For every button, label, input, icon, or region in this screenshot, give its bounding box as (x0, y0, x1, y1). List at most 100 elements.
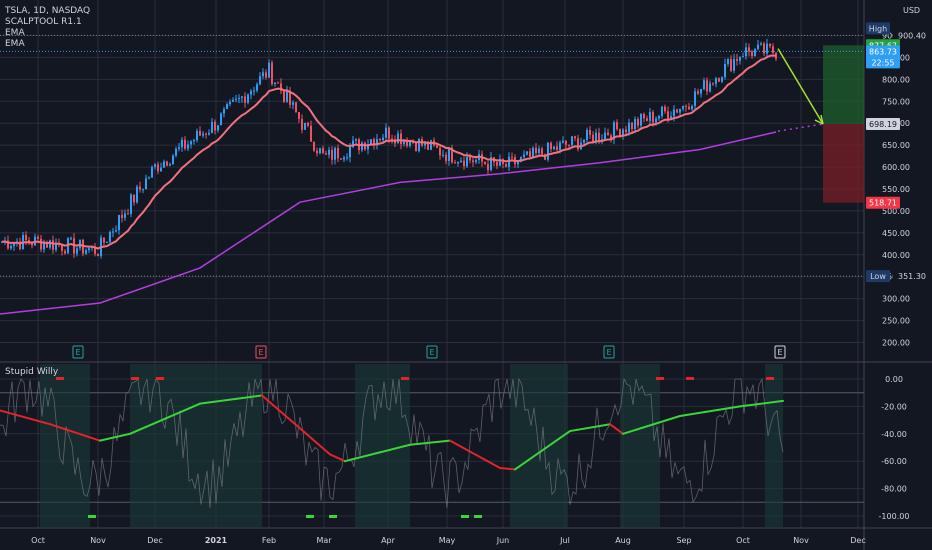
last-price-tag (866, 45, 900, 58)
osc-signal-segment (449, 439, 501, 470)
symbol-title[interactable]: TSLA, 1D, NASDAQ (5, 6, 91, 16)
candle-body (697, 91, 699, 94)
time-axis-label: Nov (793, 536, 809, 545)
candle-body (454, 162, 456, 164)
candle-body (703, 80, 705, 90)
candle-body (292, 102, 294, 105)
candle-body (304, 122, 306, 130)
candle-body (736, 59, 738, 61)
candle-body (373, 139, 375, 146)
candle-body (679, 108, 681, 113)
candle-body (370, 139, 372, 145)
candle-body (307, 122, 309, 126)
candle-body (484, 161, 486, 165)
candle-body (535, 147, 537, 154)
osc-signal-segment (409, 439, 451, 446)
candle-body (442, 154, 444, 156)
candle-body (64, 250, 66, 254)
price-axis[interactable]: 900.00850.00800.00750.00700.00650.00600.… (882, 32, 910, 348)
candle-body (289, 90, 291, 105)
candle-body (316, 150, 318, 154)
ema-lines (0, 54, 824, 315)
candle-body (499, 159, 501, 166)
profit-zone (823, 45, 864, 125)
candle-body (772, 46, 774, 53)
candle-body (574, 136, 576, 139)
candle-body (646, 118, 648, 121)
candle-body (190, 141, 192, 145)
osc-signal-segment (129, 402, 201, 435)
price-axis-label: 800.00 (882, 75, 910, 84)
candle-body (151, 166, 153, 178)
osc-signal-segment (679, 405, 741, 417)
chart-legend[interactable]: TSLA, 1D, NASDAQ SCALPTOOL R1.1 EMA EMA (5, 6, 90, 50)
osc-oversold-dot (461, 515, 469, 518)
candle-body (511, 156, 513, 158)
candlestick-series (1, 38, 777, 259)
osc-zone (510, 364, 568, 527)
candle-body (109, 232, 111, 242)
time-axis-label: 2021 (205, 536, 228, 545)
time-axis-label: Nov (90, 536, 106, 545)
indicator-ema-label[interactable]: EMA (5, 39, 25, 49)
oscillator-panel (0, 364, 784, 527)
candle-body (280, 83, 282, 91)
candle-body (691, 106, 693, 110)
candle-body (460, 160, 462, 163)
candle-body (1, 241, 3, 243)
candle-body (220, 113, 222, 126)
earnings-marker (255, 345, 267, 359)
price-axis-label: 550.00 (882, 185, 910, 194)
candle-body (70, 238, 72, 240)
time-axis-label: Jul (559, 536, 570, 545)
candle-body (31, 243, 33, 246)
candle-body (142, 189, 144, 191)
candle-body (97, 253, 99, 257)
candle-body (406, 139, 408, 146)
oscillator-title[interactable]: Stupid Willy (5, 367, 59, 377)
candle-body (631, 122, 633, 130)
osc-zone (620, 364, 660, 527)
candle-body (247, 94, 249, 103)
candle-body (700, 89, 702, 94)
candle-body (319, 148, 321, 154)
candle-body (418, 139, 420, 152)
candle-body (439, 147, 441, 156)
osc-signal-segment (261, 394, 331, 456)
entry-price-tag (866, 118, 900, 131)
candle-body (586, 129, 588, 140)
candle-body (676, 109, 678, 113)
candle-body (430, 140, 432, 150)
candle-body (604, 132, 606, 140)
candle-body (721, 77, 723, 82)
candle-body (622, 129, 624, 137)
price-axis-label: 200.00 (882, 339, 910, 348)
candle-body (313, 141, 315, 151)
candle-body (595, 132, 597, 143)
indicator-ema-label[interactable]: EMA (5, 28, 25, 38)
candle-body (13, 242, 15, 247)
candle-body (376, 139, 378, 146)
earnings-marker (603, 345, 615, 359)
currency-label[interactable]: USD (903, 6, 921, 15)
candle-body (121, 214, 123, 218)
candle-body (130, 194, 132, 214)
earnings-marker-label: E (75, 348, 80, 357)
candle-body (448, 147, 450, 161)
candle-body (256, 84, 258, 91)
candle-body (577, 138, 579, 150)
candle-body (331, 149, 333, 160)
indicator-scalptool-label[interactable]: SCALPTOOL R1.1 (5, 17, 82, 27)
oscillator-axis[interactable]: 0.00 -20.00 -40.00 -60.00 -80.00 -100.00 (879, 375, 910, 521)
oscillator-legend[interactable]: Stupid Willy (5, 367, 58, 378)
price-axis-label: 300.00 (882, 295, 910, 304)
candle-body (196, 130, 198, 141)
time-axis[interactable]: Oct Nov Dec 2021 Feb Mar Apr May Jun Jul Aug Sep Oct… (31, 536, 866, 545)
candle-body (49, 240, 51, 248)
candle-body (259, 76, 261, 85)
stop-price-tag-text: 518.71 (869, 199, 897, 208)
candle-body (118, 214, 120, 231)
projection-arrow (777, 48, 824, 125)
